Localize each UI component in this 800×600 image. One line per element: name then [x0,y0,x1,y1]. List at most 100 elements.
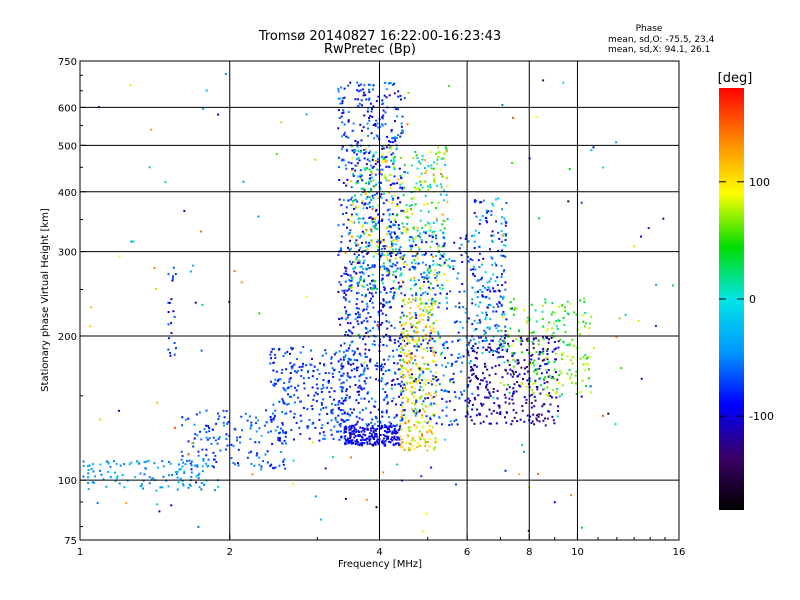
data-point [151,477,153,480]
data-point [485,349,488,351]
data-point [224,448,227,451]
data-point [415,412,418,415]
data-point [342,199,345,202]
data-point [458,397,461,400]
data-point [434,340,437,343]
data-point [395,250,398,252]
data-point [139,485,142,488]
data-point [337,407,340,410]
data-point [381,410,384,413]
data-point [434,392,437,395]
data-point [258,312,261,315]
data-point [484,316,487,319]
data-point [555,358,557,361]
data-point [179,468,182,471]
data-point [362,308,365,311]
data-point [472,345,475,347]
data-point [282,355,285,358]
data-point [358,259,361,262]
data-point [390,324,393,327]
data-point [282,386,285,389]
data-point [397,95,400,98]
data-point [546,327,549,330]
data-point [379,237,382,240]
data-point [432,327,435,330]
data-point [497,305,500,308]
data-point [363,319,366,322]
data-point [402,359,405,362]
data-point [341,102,344,105]
data-point [360,177,362,180]
data-point [589,322,591,325]
data-point [365,197,368,200]
data-point [341,412,344,415]
data-point [365,423,368,426]
data-point [373,340,376,343]
data-point [408,373,411,376]
data-point [225,433,228,436]
data-point [470,419,473,422]
data-point [429,429,432,432]
data-point [345,310,348,313]
data-point [503,233,506,236]
data-point [372,105,375,108]
data-point [413,268,416,271]
data-point [273,382,276,385]
data-point [464,415,467,418]
data-point [394,224,397,227]
data-point [183,470,186,473]
data-point [421,433,423,436]
data-point [385,179,388,182]
data-point [442,219,445,222]
data-point [496,303,499,306]
data-point [351,340,354,343]
data-point [365,268,368,271]
data-point [272,467,275,470]
data-point [535,320,538,323]
data-point [363,442,366,444]
data-point [538,217,541,220]
data-point [398,438,401,441]
data-point [362,203,365,206]
data-point [171,279,174,282]
data-point [352,276,355,279]
data-point [429,288,432,291]
data-point [356,104,359,107]
data-point [431,313,434,316]
data-point [528,394,531,397]
data-point [218,415,221,418]
data-point [425,379,428,382]
colorbar-label: [deg] [718,71,753,86]
data-point [395,237,398,240]
data-point [359,123,362,126]
data-point [353,151,356,154]
data-point [392,248,395,251]
data-point [457,331,460,334]
data-point [250,425,252,428]
data-point [424,276,427,279]
data-point [400,375,403,378]
data-point [377,328,380,331]
data-point [368,360,371,362]
data-point [168,301,171,304]
data-point [416,327,419,329]
data-point [428,425,431,427]
data-point [394,264,397,267]
data-point [393,92,396,95]
data-point [401,387,404,390]
data-point [571,338,574,341]
data-point [618,317,621,320]
y-tick-label: 300 [58,248,77,259]
data-point [394,155,396,158]
data-point [349,322,352,325]
data-point [395,432,397,435]
data-point [432,263,435,266]
data-point [282,463,285,466]
data-point [385,96,388,99]
data-point [400,285,403,288]
data-point [484,216,487,219]
data-point [510,373,512,376]
data-point [546,381,549,383]
data-point [516,359,519,362]
data-point [357,402,360,404]
